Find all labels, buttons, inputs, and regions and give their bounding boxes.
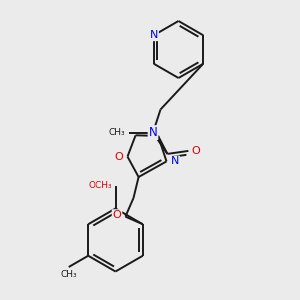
Text: N: N bbox=[150, 30, 158, 40]
Text: N: N bbox=[148, 126, 158, 139]
Text: O: O bbox=[112, 210, 122, 220]
Text: OCH₃: OCH₃ bbox=[88, 182, 112, 190]
Text: O: O bbox=[115, 152, 124, 162]
Text: CH₃: CH₃ bbox=[108, 128, 125, 137]
Text: CH₃: CH₃ bbox=[60, 270, 77, 279]
Text: N: N bbox=[171, 156, 179, 167]
Text: O: O bbox=[191, 146, 200, 156]
